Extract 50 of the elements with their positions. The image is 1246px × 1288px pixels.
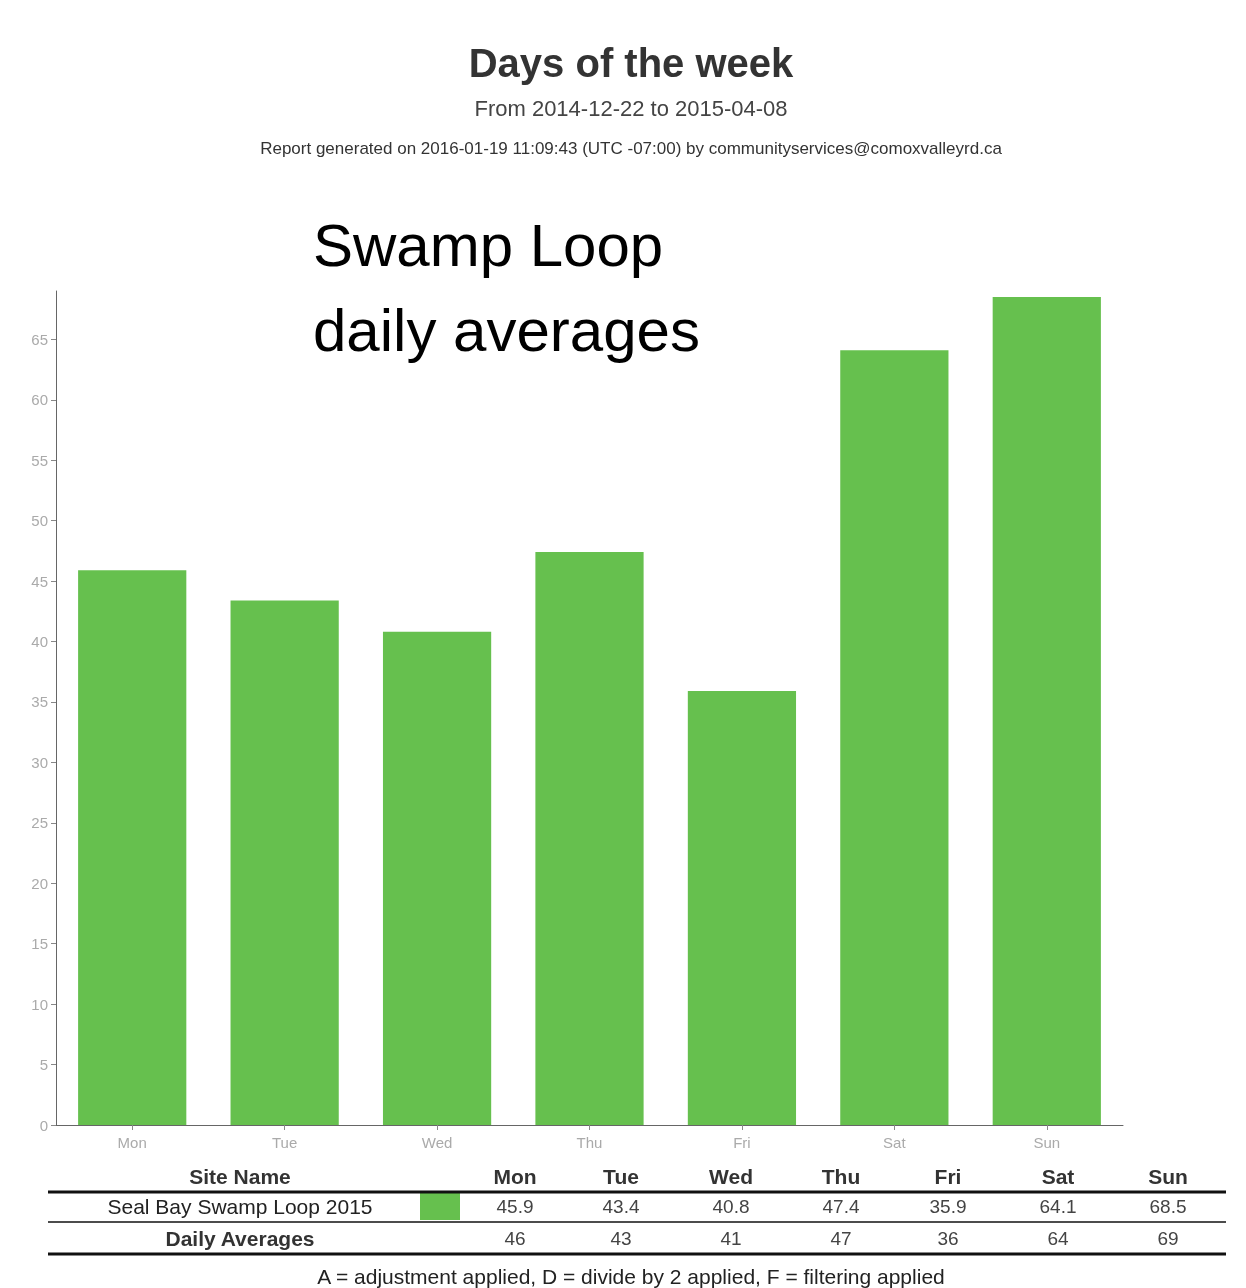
x-tick-label: Tue [271,1134,298,1151]
y-tick-label: 65 [31,330,48,348]
text: 43.4 [602,1195,640,1217]
text: 64.1 [1039,1195,1077,1217]
x-tick-label: Thu [576,1134,603,1151]
x-tick-label: Mon [117,1134,147,1151]
text: 69 [1157,1227,1179,1249]
chart-subtitle: From 2014-12-22 to 2015-04-08 [474,95,788,121]
text: 46 [504,1227,526,1249]
chart-title: Days of the week [468,41,795,85]
y-tick-label: 10 [31,995,48,1013]
text: 36 [937,1227,959,1249]
category-label: Sat [1041,1164,1075,1188]
category-label: Mon [493,1164,537,1188]
text: 64 [1047,1227,1069,1249]
text: 40.8 [712,1195,750,1217]
x-tick-label: Sun [1033,1134,1061,1151]
category-label: Tue [603,1164,639,1188]
y-tick-label: 15 [31,935,48,953]
x-tick-label: Wed [421,1134,453,1151]
text: 47.4 [822,1195,860,1217]
text: 45.9 [496,1195,534,1217]
category-label: Fri [934,1164,962,1188]
text: 47 [830,1227,852,1249]
y-tick-label: 60 [31,391,48,409]
text: A = adjustment applied, D = divide by 2 applied, F = filtering applied [317,1264,945,1288]
y-tick-label: 20 [31,874,48,892]
text: 41 [720,1227,742,1249]
category-label: Sun [1148,1164,1188,1188]
y-tick-label: 40 [31,633,48,651]
y-tick-label: 50 [31,512,48,530]
category-label: Wed [709,1164,753,1188]
text: 43 [610,1227,632,1249]
y-tick-label: 55 [31,451,48,469]
legend-label: Seal Bay Swamp Loop 2015 [107,1194,373,1218]
text: Site Name [189,1164,291,1188]
y-tick-label: 30 [31,753,48,771]
y-tick-label: 35 [31,693,48,711]
y-tick-label: 0 [39,1116,48,1134]
x-tick-label: Fri [733,1134,751,1151]
annotation: Swamp Loop daily averages [313,212,700,364]
y-tick-label: 45 [31,572,48,590]
text: 68.5 [1149,1195,1187,1217]
y-tick-label: 25 [31,814,48,832]
y-tick-label: 5 [39,1056,48,1074]
text: 35.9 [929,1195,967,1217]
text: Daily Averages [165,1226,315,1250]
x-tick-label: Sat [883,1134,907,1151]
category-label: Thu [821,1164,861,1188]
text: Report generated on 2016-01-19 11:09:43 (UTC -07:00) by communityservices@comoxvalleyrd.ca [260,138,1003,158]
